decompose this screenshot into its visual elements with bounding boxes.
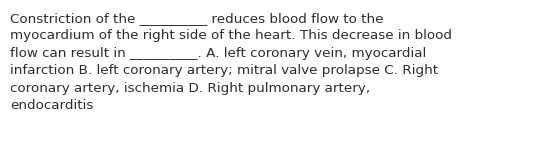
Text: Constriction of the __________ reduces blood flow to the
myocardium of the right: Constriction of the __________ reduces b… — [10, 12, 452, 112]
